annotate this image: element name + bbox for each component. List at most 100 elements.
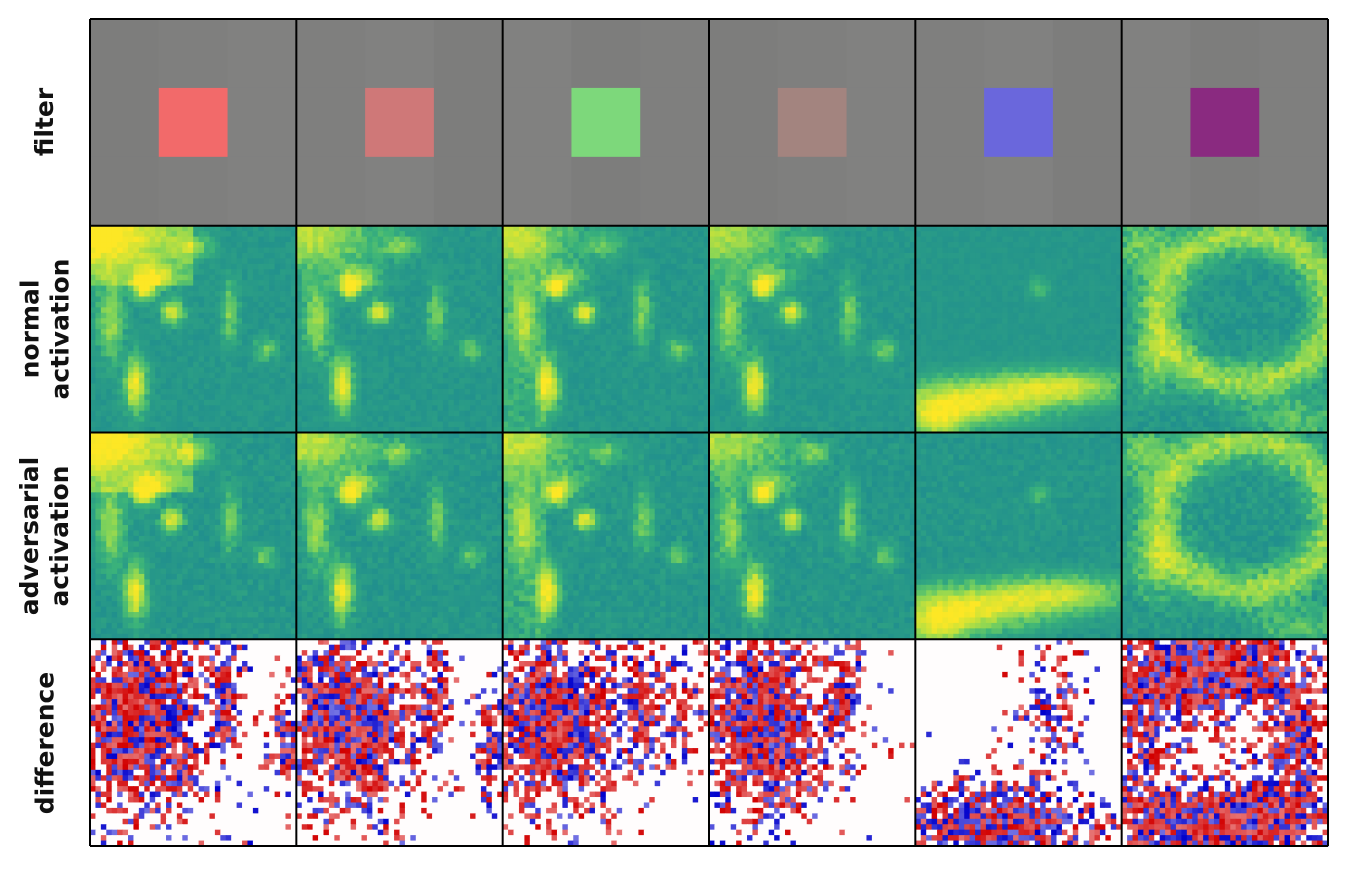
pixel — [150, 248, 156, 254]
pixel — [307, 280, 313, 286]
pixel — [209, 286, 215, 292]
pixel — [204, 269, 210, 275]
pixel — [269, 258, 275, 264]
pixel — [166, 405, 172, 411]
pixel — [166, 384, 172, 390]
pixel — [199, 373, 205, 379]
pixel — [166, 318, 172, 324]
pixel — [323, 275, 329, 281]
pixel — [106, 367, 112, 373]
pixel — [280, 231, 286, 237]
pixel — [361, 291, 367, 297]
pixel — [106, 373, 112, 379]
pixel — [199, 313, 205, 319]
pixel — [253, 384, 259, 390]
pixel — [318, 275, 324, 281]
pixel — [443, 242, 449, 248]
pixel — [356, 242, 362, 248]
filter-tile — [434, 19, 503, 88]
pixel — [193, 237, 199, 243]
pixel — [182, 291, 188, 297]
pixel — [215, 264, 221, 270]
pixel — [351, 307, 357, 313]
pixel — [470, 286, 476, 292]
pixel — [226, 389, 232, 395]
pixel — [242, 362, 248, 368]
pixel — [258, 269, 264, 275]
pixel — [231, 242, 237, 248]
pixel — [465, 286, 471, 292]
pixel — [128, 302, 134, 308]
panel-filter-6 — [1122, 19, 1328, 226]
pixel — [285, 291, 291, 297]
pixel — [285, 237, 291, 243]
pixel — [193, 242, 199, 248]
pixel — [318, 258, 324, 264]
pixel — [470, 280, 476, 286]
pixel — [465, 231, 471, 237]
pixel — [448, 253, 454, 259]
pixel — [329, 231, 335, 237]
pixel — [161, 335, 167, 341]
pixel — [204, 384, 210, 390]
filter-tile — [228, 19, 297, 88]
pixel — [128, 405, 134, 411]
pixel — [215, 400, 221, 406]
pixel — [171, 389, 177, 395]
pixel — [204, 367, 210, 373]
pixel — [215, 340, 221, 346]
pixel — [307, 313, 313, 319]
pixel — [269, 362, 275, 368]
pixel — [161, 258, 167, 264]
pixel — [128, 231, 134, 237]
pixel — [231, 416, 237, 422]
pixel — [117, 248, 123, 254]
pixel — [334, 231, 340, 237]
pixel — [400, 237, 406, 243]
pixel — [161, 269, 167, 275]
pixel — [209, 373, 215, 379]
pixel — [106, 280, 112, 286]
pixel — [182, 307, 188, 313]
pixel — [117, 269, 123, 275]
pixel — [334, 237, 340, 243]
pixel — [432, 253, 438, 259]
pixel — [144, 264, 150, 270]
pixel — [476, 258, 482, 264]
pixel — [361, 269, 367, 275]
pixel — [351, 302, 357, 308]
pixel — [486, 275, 492, 281]
pixel — [112, 329, 118, 335]
pixel — [117, 307, 123, 313]
pixel — [209, 313, 215, 319]
filter-tile — [640, 19, 709, 88]
pixel — [247, 356, 253, 362]
pixel — [95, 248, 101, 254]
pixel — [264, 340, 270, 346]
pixel — [144, 307, 150, 313]
pixel — [128, 373, 134, 379]
pixel — [226, 351, 232, 357]
pixel — [367, 313, 373, 319]
pixel — [106, 237, 112, 243]
pixel — [372, 313, 378, 319]
pixel — [323, 248, 329, 254]
pixel — [242, 345, 248, 351]
pixel — [112, 313, 118, 319]
pixel — [443, 231, 449, 237]
pixel — [329, 237, 335, 243]
pixel — [438, 291, 444, 297]
pixel — [302, 307, 308, 313]
pixel — [345, 258, 351, 264]
pixel — [443, 253, 449, 259]
pixel — [486, 302, 492, 308]
pixel — [95, 296, 101, 302]
pixel — [171, 242, 177, 248]
pixel — [247, 258, 253, 264]
pixel — [285, 394, 291, 400]
filter-tile — [296, 157, 365, 226]
pixel — [133, 378, 139, 384]
filter-tile — [503, 19, 572, 88]
pixel — [220, 231, 226, 237]
pixel — [161, 302, 167, 308]
